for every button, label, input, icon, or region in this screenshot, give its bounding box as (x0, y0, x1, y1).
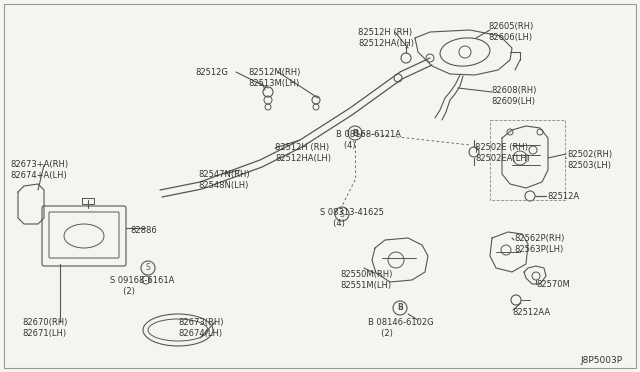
Text: S: S (146, 263, 150, 273)
Text: 82512A: 82512A (547, 192, 579, 201)
Text: S 09168-6161A
     (2): S 09168-6161A (2) (110, 276, 174, 296)
Text: 82608(RH)
82609(LH): 82608(RH) 82609(LH) (491, 86, 536, 106)
Text: 82670(RH)
82671(LH): 82670(RH) 82671(LH) (22, 318, 67, 338)
Bar (490, 120, 565, 200)
Text: B 08146-6102G
     (2): B 08146-6102G (2) (368, 318, 434, 338)
Text: 82605(RH)
82606(LH): 82605(RH) 82606(LH) (488, 22, 533, 42)
Text: J8P5003P: J8P5003P (580, 356, 622, 365)
Text: 82562P(RH)
82563P(LH): 82562P(RH) 82563P(LH) (514, 234, 564, 254)
Text: 82512G: 82512G (195, 68, 228, 77)
Text: B: B (352, 128, 358, 138)
Text: 82512M(RH)
82513M(LH): 82512M(RH) 82513M(LH) (248, 68, 300, 88)
Text: 82570M: 82570M (536, 280, 570, 289)
Text: 82886: 82886 (130, 226, 157, 235)
Text: 82673+A(RH)
82674+A(LH): 82673+A(RH) 82674+A(LH) (10, 160, 68, 180)
Text: B 08168-6121A
   (4): B 08168-6121A (4) (336, 130, 401, 150)
Text: S: S (340, 209, 344, 218)
Text: 82547N(RH)
82548N(LH): 82547N(RH) 82548N(LH) (198, 170, 250, 190)
Text: 82673(RH)
82674(LH): 82673(RH) 82674(LH) (178, 318, 223, 338)
Text: 82512H (RH)
82512HA(LH): 82512H (RH) 82512HA(LH) (358, 28, 414, 48)
Text: 82502(RH)
82503(LH): 82502(RH) 82503(LH) (567, 150, 612, 170)
Text: 82502E (RH)
82502EA(LH): 82502E (RH) 82502EA(LH) (475, 143, 530, 163)
Text: B: B (397, 304, 403, 312)
Text: 82512AA: 82512AA (512, 308, 550, 317)
Text: S 08313-41625
     (4): S 08313-41625 (4) (320, 208, 384, 228)
Text: 82512H (RH)
82512HA(LH): 82512H (RH) 82512HA(LH) (275, 143, 331, 163)
Text: 82550M(RH)
82551M(LH): 82550M(RH) 82551M(LH) (340, 270, 392, 290)
